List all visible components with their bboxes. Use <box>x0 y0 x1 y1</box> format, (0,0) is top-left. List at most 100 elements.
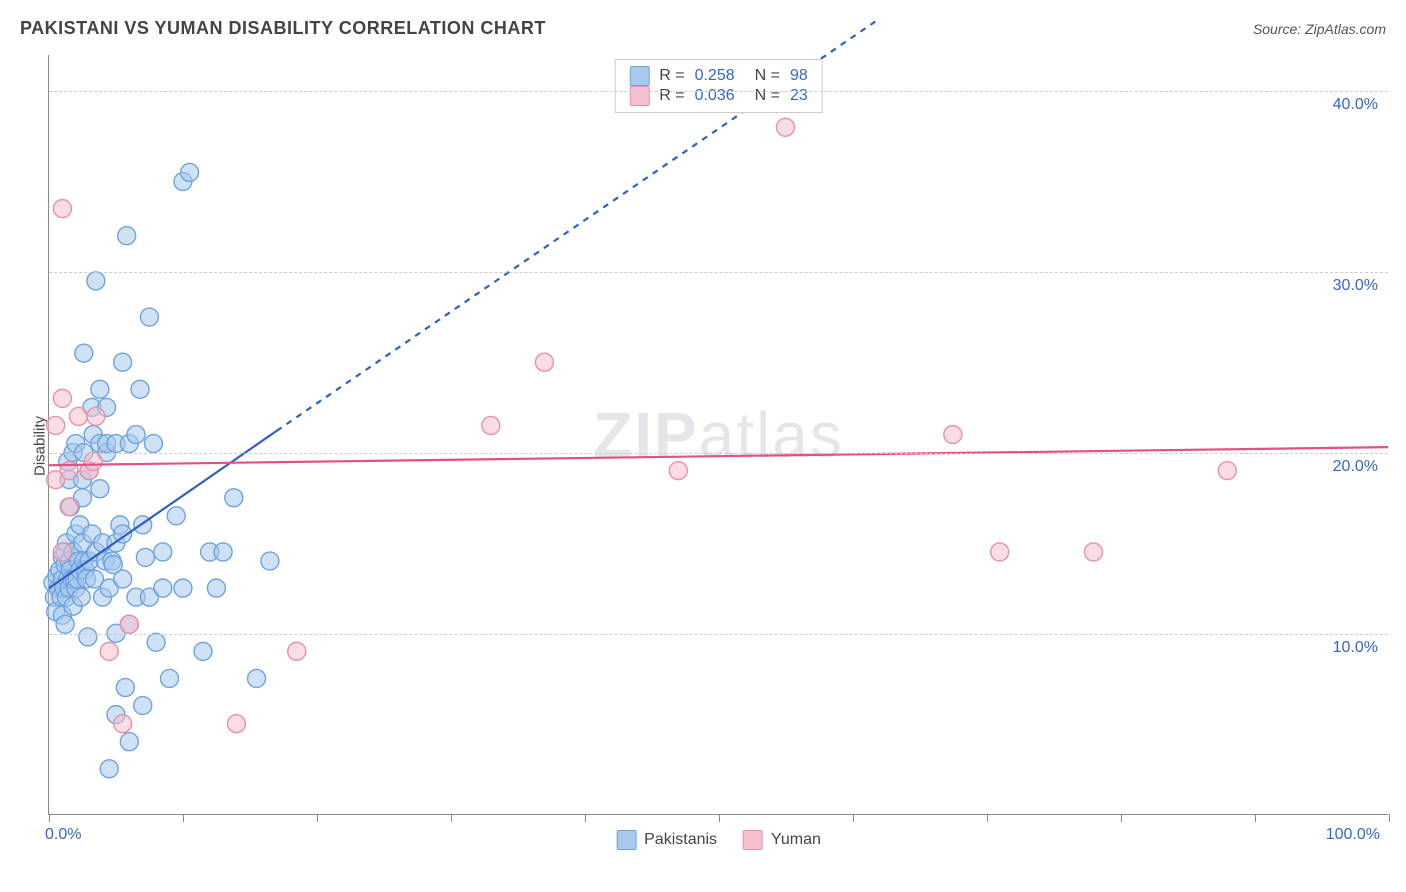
scatter-point <box>248 669 266 687</box>
legend-r-value: 0.036 <box>695 87 735 105</box>
legend-label: Yuman <box>771 831 821 849</box>
chart-title: PAKISTANI VS YUMAN DISABILITY CORRELATIO… <box>20 18 546 39</box>
scatter-point <box>91 480 109 498</box>
scatter-point <box>114 570 132 588</box>
legend-item: Yuman <box>743 830 821 850</box>
legend-n-value: 98 <box>790 67 808 85</box>
scatter-point <box>114 715 132 733</box>
y-tick-label: 30.0% <box>1333 277 1378 295</box>
scatter-point <box>87 407 105 425</box>
plot-svg <box>49 55 1388 814</box>
scatter-point <box>136 548 154 566</box>
x-tick <box>49 814 50 822</box>
scatter-point <box>60 498 78 516</box>
legend-row: R = 0.258 N = 98 <box>629 66 808 86</box>
scatter-point <box>174 579 192 597</box>
legend-series: Pakistanis Yuman <box>616 830 821 850</box>
scatter-point <box>47 416 65 434</box>
scatter-point <box>53 543 71 561</box>
scatter-point <box>207 579 225 597</box>
scatter-point <box>154 543 172 561</box>
gridline <box>49 453 1388 454</box>
scatter-point <box>56 615 74 633</box>
chart-header: PAKISTANI VS YUMAN DISABILITY CORRELATIO… <box>20 18 1386 39</box>
x-tick <box>1121 814 1122 822</box>
legend-r-label: R = <box>659 87 684 105</box>
legend-n-label: N = <box>755 87 780 105</box>
scatter-point <box>144 435 162 453</box>
chart-source: Source: ZipAtlas.com <box>1253 21 1386 37</box>
scatter-point <box>53 389 71 407</box>
scatter-point <box>225 489 243 507</box>
y-tick-label: 40.0% <box>1333 96 1378 114</box>
y-tick-label: 20.0% <box>1333 458 1378 476</box>
scatter-point <box>261 552 279 570</box>
scatter-point <box>114 353 132 371</box>
x-tick <box>719 814 720 822</box>
x-tick <box>317 814 318 822</box>
legend-swatch <box>743 830 763 850</box>
scatter-point <box>120 733 138 751</box>
legend-r-value: 0.258 <box>695 67 735 85</box>
y-tick-label: 10.0% <box>1333 639 1378 657</box>
scatter-point <box>134 697 152 715</box>
legend-row: R = 0.036 N = 23 <box>629 86 808 106</box>
scatter-point <box>91 380 109 398</box>
scatter-point <box>69 407 87 425</box>
scatter-point <box>214 543 232 561</box>
scatter-point <box>84 453 102 471</box>
scatter-point <box>944 426 962 444</box>
scatter-point <box>482 416 500 434</box>
chart-container: PAKISTANI VS YUMAN DISABILITY CORRELATIO… <box>0 0 1406 892</box>
x-tick-label: 100.0% <box>1326 826 1380 844</box>
scatter-point <box>288 642 306 660</box>
gridline <box>49 91 1388 92</box>
scatter-point <box>87 272 105 290</box>
scatter-point <box>1084 543 1102 561</box>
scatter-point <box>181 163 199 181</box>
scatter-point <box>194 642 212 660</box>
scatter-point <box>120 615 138 633</box>
legend-r-label: R = <box>659 67 684 85</box>
x-tick <box>585 814 586 822</box>
scatter-point <box>131 380 149 398</box>
scatter-point <box>535 353 553 371</box>
scatter-point <box>227 715 245 733</box>
scatter-point <box>116 679 134 697</box>
scatter-point <box>127 426 145 444</box>
scatter-point <box>118 227 136 245</box>
x-tick-label: 0.0% <box>45 826 81 844</box>
legend-swatch <box>616 830 636 850</box>
legend-label: Pakistanis <box>644 831 717 849</box>
x-tick <box>451 814 452 822</box>
gridline <box>49 272 1388 273</box>
legend-item: Pakistanis <box>616 830 717 850</box>
legend-swatch <box>629 66 649 86</box>
plot-area: ZIPatlas R =0.258N =98R =0.036N =23 Paki… <box>48 55 1388 815</box>
scatter-point <box>140 308 158 326</box>
y-axis-label: Disability <box>32 416 49 476</box>
x-tick <box>987 814 988 822</box>
x-tick <box>1389 814 1390 822</box>
scatter-point <box>100 760 118 778</box>
scatter-point <box>75 344 93 362</box>
legend-n-value: 23 <box>790 87 808 105</box>
scatter-point <box>100 642 118 660</box>
gridline <box>49 634 1388 635</box>
scatter-point <box>1218 462 1236 480</box>
scatter-point <box>154 579 172 597</box>
legend-swatch <box>629 86 649 106</box>
x-tick <box>183 814 184 822</box>
scatter-point <box>72 588 90 606</box>
scatter-point <box>79 628 97 646</box>
scatter-point <box>161 669 179 687</box>
x-tick <box>853 814 854 822</box>
legend-n-label: N = <box>755 67 780 85</box>
x-tick <box>1255 814 1256 822</box>
scatter-point <box>669 462 687 480</box>
legend-correlation: R = 0.258 N = 98 R = 0.036 N = 23 <box>614 59 823 113</box>
scatter-point <box>991 543 1009 561</box>
scatter-point <box>776 118 794 136</box>
scatter-point <box>167 507 185 525</box>
scatter-point <box>147 633 165 651</box>
